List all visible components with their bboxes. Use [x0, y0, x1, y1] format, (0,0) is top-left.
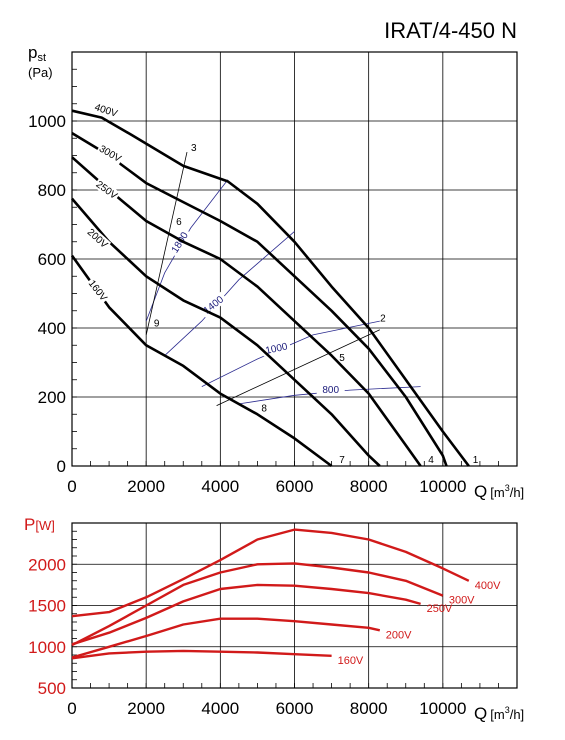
speed-line-1400 — [164, 231, 295, 356]
pressure-x-tick-label: 0 — [67, 477, 76, 496]
pressure-curve-300V — [71, 131, 448, 467]
operating-point-3: 3 — [191, 143, 197, 154]
pressure-y-tick-label: 1000 — [28, 112, 66, 131]
power-y-tick-label: 2000 — [28, 555, 66, 574]
speed-label-group: 1000 — [261, 339, 292, 357]
speed-label-bg — [316, 383, 345, 395]
pressure-y-tick-label: 200 — [38, 388, 66, 407]
power-curve-label-160V: 160V — [338, 655, 364, 667]
pressure-x-tick-label: 10000 — [419, 477, 466, 496]
flow-axis-unit-post-top: /h] — [510, 485, 524, 500]
voltage-label-bg — [93, 177, 121, 202]
voltage-label-group: 250V — [93, 177, 121, 202]
power-x-tick-label: 6000 — [276, 699, 314, 718]
power-curve-label-400V: 400V — [475, 580, 501, 592]
flow-axis-unit-sup-bottom: 3 — [505, 705, 510, 715]
power-curve-200V — [71, 617, 381, 659]
flow-axis-unit-post-bottom: /h] — [510, 707, 524, 722]
voltage-label-bg — [96, 142, 125, 165]
power-x-tick-label: 4000 — [201, 699, 239, 718]
operating-point-8: 8 — [261, 403, 267, 414]
flow-axis-symbol-bottom: Q — [474, 704, 487, 723]
pressure-axis-unit: (Pa) — [28, 65, 53, 80]
pressure-curve-250V — [71, 156, 422, 467]
voltage-label-bg — [84, 225, 112, 251]
speed-label-bg — [167, 227, 192, 258]
system-line — [145, 152, 188, 335]
flow-axis-symbol-top: Q — [474, 482, 487, 501]
operating-point-7: 7 — [339, 455, 345, 466]
power-curve-250V — [71, 583, 421, 646]
pressure-y-tick-label: 800 — [38, 181, 66, 200]
pressure-axis-label: pst — [28, 43, 46, 64]
flow-axis-label-top: Q [m3/h] — [474, 482, 524, 501]
operating-point-1: 1 — [473, 455, 479, 466]
pressure-y-tick-label: 0 — [57, 457, 66, 476]
operating-point-9: 9 — [154, 319, 160, 330]
pressure-y-tick-label: 600 — [38, 250, 66, 269]
power-curve-label-250V: 250V — [427, 603, 453, 615]
speed-label-bg — [261, 339, 292, 357]
speed-label-group: 800 — [316, 383, 345, 396]
flow-axis-label-bottom: Q [m3/h] — [474, 704, 524, 723]
power-x-tick-label: 8000 — [350, 699, 388, 718]
chart-title: IRAT/4-450 N — [384, 18, 517, 43]
power-axis-unit: [W] — [35, 518, 55, 533]
voltage-label-bg — [85, 276, 111, 304]
power-axis-symbol: P — [24, 515, 35, 534]
pressure-axis-symbol: p — [28, 43, 37, 62]
pressure-y-tick-label: 400 — [38, 319, 66, 338]
pressure-curve-200V — [71, 197, 381, 467]
flow-axis-unit-sup-top: 3 — [505, 483, 510, 493]
power-curve-160V — [71, 649, 332, 660]
pressure-curve-160V — [70, 254, 333, 468]
pressure-x-tick-label: 8000 — [350, 477, 388, 496]
pressure-x-tick-label: 4000 — [201, 477, 239, 496]
power-plot: 0 2000 4000 6000 8000 10000 500 1000 1500 2000 400… — [28, 522, 518, 718]
pressure-plot: 0 2000 4000 6000 8000 10000 0 200 400 600 800 1000 1… — [28, 51, 518, 496]
operating-point-4: 4 — [428, 455, 434, 466]
operating-point-2: 2 — [380, 314, 386, 325]
voltage-label-bg — [92, 100, 121, 120]
power-curve-label-300V: 300V — [449, 595, 475, 607]
power-y-tick-label: 1500 — [28, 597, 66, 616]
power-x-tick-label: 10000 — [419, 699, 466, 718]
system-line — [216, 329, 380, 406]
flow-axis-unit-pre-bottom: [m — [490, 707, 504, 722]
pressure-axis-subscript: st — [37, 52, 46, 64]
power-axis-label: P[W] — [24, 515, 55, 534]
power-x-tick-label: 0 — [67, 699, 76, 718]
speed-label-800: 800 — [322, 385, 339, 396]
power-x-tick-label: 2000 — [127, 699, 165, 718]
power-y-tick-label: 1000 — [28, 638, 66, 657]
power-curve-400V — [71, 528, 470, 618]
flow-axis-unit-pre-top: [m — [490, 485, 504, 500]
speed-label-1000: 1000 — [265, 341, 289, 356]
pressure-curve-400V — [71, 109, 470, 467]
speed-label-group: 1800 — [167, 227, 192, 258]
power-curve-label-200V: 200V — [386, 629, 412, 641]
power-y-tick-label: 500 — [38, 679, 66, 698]
operating-point-6: 6 — [176, 217, 182, 228]
operating-point-5: 5 — [339, 353, 345, 364]
pressure-x-tick-label: 6000 — [276, 477, 314, 496]
pressure-x-tick-label: 2000 — [127, 477, 165, 496]
voltage-label-group: 300V — [96, 142, 125, 165]
power-curve-300V — [71, 562, 444, 647]
